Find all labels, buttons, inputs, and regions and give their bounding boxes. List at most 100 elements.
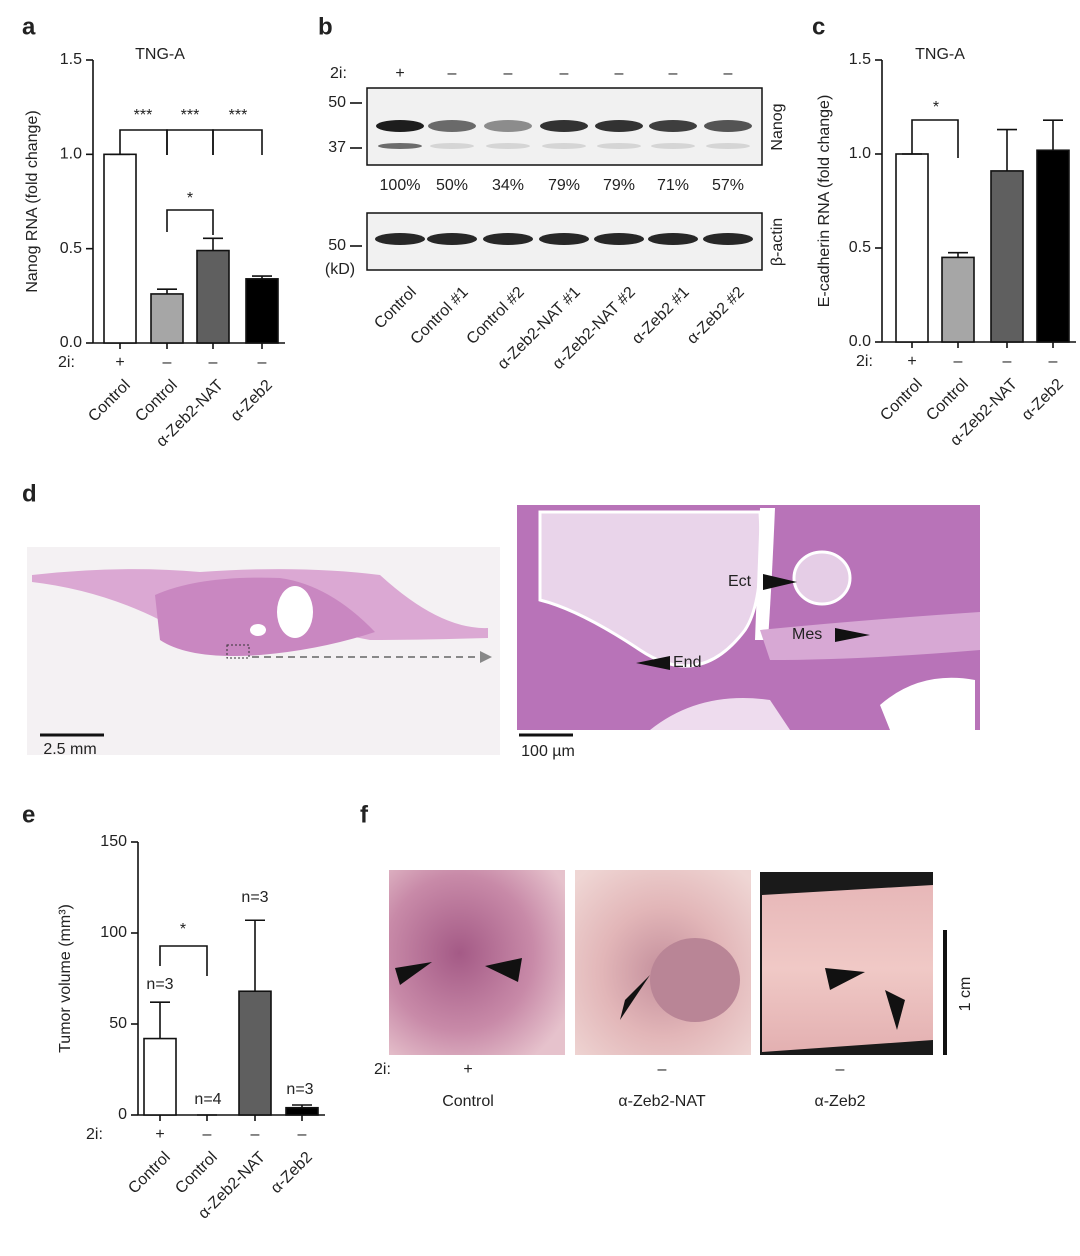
y-tick-label: 0.5 [60, 240, 82, 257]
lane-label: α-Zeb2 #2 [684, 284, 748, 348]
tissue [762, 885, 933, 1052]
condition: – [724, 65, 733, 82]
panel-letter: d [22, 480, 37, 507]
blot-label: Nanog [769, 103, 786, 150]
band [651, 143, 695, 149]
bar [895, 153, 929, 343]
y-tick-label: 0 [118, 1106, 127, 1123]
condition: + [155, 1126, 164, 1143]
bar [990, 170, 1024, 343]
tissue-mass [155, 577, 375, 656]
condition: – [163, 354, 172, 371]
y-axis-label: Nanog RNA (fold change) [24, 110, 41, 292]
error-bar [1043, 119, 1063, 151]
y-axis-label: E-cadherin RNA (fold change) [816, 95, 833, 308]
inset-box [226, 644, 250, 659]
band [704, 120, 752, 132]
error-bar [203, 237, 223, 251]
significance-bracket [212, 129, 263, 155]
lane-label: Control [371, 284, 420, 333]
error-bar [292, 1104, 312, 1108]
x-tick-label: α-Zeb2 [228, 377, 276, 425]
band [427, 233, 477, 245]
significance-label: * [933, 99, 939, 116]
n-label: n=4 [194, 1091, 221, 1108]
arrowhead [620, 975, 650, 1020]
band [430, 143, 474, 149]
condition: – [658, 1061, 667, 1078]
x-tick-label: Control [125, 1149, 174, 1198]
bar [1036, 149, 1070, 343]
significance-label: *** [181, 107, 200, 124]
x-tick-label: Control [877, 376, 926, 425]
bar [103, 153, 137, 344]
error-bar [150, 1001, 170, 1039]
condition: + [907, 353, 916, 370]
group-label: α-Zeb2 [814, 1093, 865, 1110]
lumen [755, 508, 775, 640]
muscle [760, 612, 980, 660]
error-bar [245, 919, 265, 992]
condition: + [115, 354, 124, 371]
cavity [277, 586, 313, 638]
band [595, 120, 643, 132]
n-label: n=3 [241, 889, 268, 906]
group-label: α-Zeb2-NAT [618, 1093, 705, 1110]
arrowhead [395, 962, 432, 985]
band [597, 143, 641, 149]
band [376, 120, 424, 132]
lumen [880, 677, 975, 730]
condition: + [463, 1061, 472, 1078]
marker-label: 50 [328, 94, 346, 111]
error-bar [157, 288, 177, 294]
condition: – [836, 1061, 845, 1078]
arrowhead [763, 574, 797, 590]
arrowhead [636, 656, 670, 670]
cell-label: End [673, 654, 701, 671]
band [375, 233, 425, 245]
condition: + [395, 65, 404, 82]
condition: – [615, 65, 624, 82]
significance-label: *** [229, 107, 248, 124]
band [706, 143, 750, 149]
n-label: n=3 [146, 976, 173, 993]
band [378, 143, 422, 149]
bar [245, 278, 279, 344]
histology: 2.5 mm Ect Mes End 100 µm [27, 505, 980, 760]
significance-label: *** [134, 107, 153, 124]
y-tick-label: 1.5 [849, 51, 871, 68]
tumor [650, 938, 740, 1022]
band [483, 233, 533, 245]
condition: – [298, 1126, 307, 1143]
cell-label: Mes [792, 626, 822, 643]
arrow-head [480, 651, 492, 663]
group-label: Control [442, 1093, 494, 1110]
condition: – [1003, 353, 1012, 370]
condition-label: 2i: [86, 1126, 103, 1143]
x-tick-label: Control [85, 377, 134, 426]
condition-label: 2i: [856, 353, 873, 370]
band [428, 120, 476, 132]
x-tick-label: α-Zeb2 [1019, 376, 1067, 424]
percentage: 34% [492, 177, 524, 194]
y-tick-label: 0.0 [60, 334, 82, 351]
y-tick-label: 150 [100, 833, 127, 850]
x-tick-label: Control [172, 1149, 221, 1198]
bar [143, 1037, 177, 1116]
condition: – [209, 354, 218, 371]
y-tick-label: 50 [109, 1015, 127, 1032]
y-axis-label: Tumor volume (mm³) [57, 904, 74, 1053]
band [594, 233, 644, 245]
panel-letter: e [22, 801, 35, 828]
band [648, 233, 698, 245]
error-bar [948, 251, 968, 258]
marker-label: 37 [328, 139, 346, 156]
x-tick-label: α-Zeb2 [268, 1149, 316, 1197]
significance-label: * [180, 921, 186, 938]
band [703, 233, 753, 245]
arrowhead [825, 968, 865, 990]
panel-letter: b [318, 13, 333, 40]
panel-letter: c [812, 13, 825, 40]
condition-label: 2i: [330, 65, 347, 82]
